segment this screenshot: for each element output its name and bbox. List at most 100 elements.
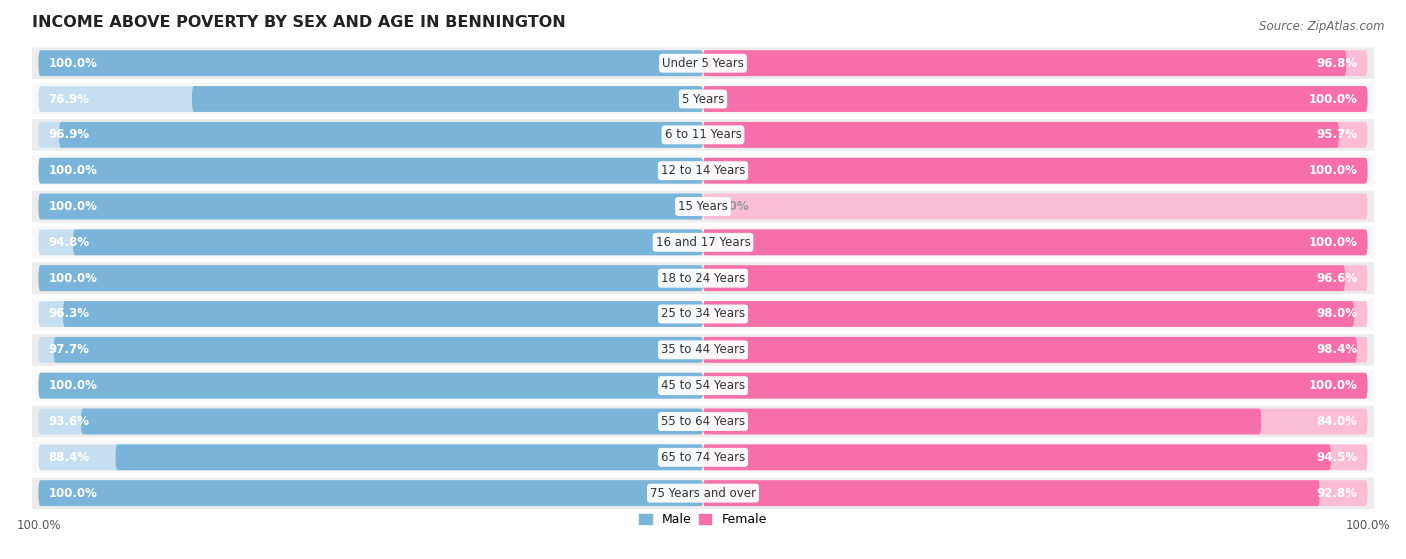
FancyBboxPatch shape — [38, 193, 703, 220]
FancyBboxPatch shape — [703, 122, 1339, 148]
FancyBboxPatch shape — [25, 442, 1381, 473]
FancyBboxPatch shape — [703, 266, 1346, 291]
Text: 94.8%: 94.8% — [48, 236, 90, 249]
FancyBboxPatch shape — [63, 301, 703, 327]
Text: 18 to 24 Years: 18 to 24 Years — [661, 272, 745, 285]
FancyBboxPatch shape — [73, 229, 703, 255]
Text: 95.7%: 95.7% — [1316, 129, 1358, 141]
Text: 100.0%: 100.0% — [1309, 93, 1358, 106]
Text: 6 to 11 Years: 6 to 11 Years — [665, 129, 741, 141]
FancyBboxPatch shape — [115, 444, 703, 470]
FancyBboxPatch shape — [38, 158, 703, 183]
FancyBboxPatch shape — [38, 373, 703, 399]
Text: 100.0%: 100.0% — [48, 56, 97, 70]
Text: 100.0%: 100.0% — [48, 164, 97, 177]
FancyBboxPatch shape — [703, 444, 1368, 470]
FancyBboxPatch shape — [38, 444, 703, 470]
FancyBboxPatch shape — [38, 50, 703, 76]
Text: 100.0%: 100.0% — [1309, 164, 1358, 177]
FancyBboxPatch shape — [38, 480, 703, 506]
Text: 96.9%: 96.9% — [48, 129, 90, 141]
FancyBboxPatch shape — [703, 373, 1368, 399]
Text: 100.0%: 100.0% — [17, 519, 60, 532]
FancyBboxPatch shape — [703, 480, 1320, 506]
Text: 65 to 74 Years: 65 to 74 Years — [661, 451, 745, 464]
Text: Under 5 Years: Under 5 Years — [662, 56, 744, 70]
Text: 96.3%: 96.3% — [48, 307, 90, 320]
FancyBboxPatch shape — [38, 50, 703, 76]
FancyBboxPatch shape — [25, 477, 1381, 509]
FancyBboxPatch shape — [38, 266, 703, 291]
FancyBboxPatch shape — [703, 373, 1368, 399]
FancyBboxPatch shape — [53, 337, 703, 363]
Text: 15 Years: 15 Years — [678, 200, 728, 213]
FancyBboxPatch shape — [703, 86, 1368, 112]
FancyBboxPatch shape — [38, 229, 703, 255]
Text: 100.0%: 100.0% — [48, 487, 97, 500]
FancyBboxPatch shape — [82, 409, 703, 434]
FancyBboxPatch shape — [25, 119, 1381, 150]
FancyBboxPatch shape — [25, 370, 1381, 401]
FancyBboxPatch shape — [38, 266, 703, 291]
FancyBboxPatch shape — [38, 86, 703, 112]
Text: 100.0%: 100.0% — [1346, 519, 1389, 532]
FancyBboxPatch shape — [703, 50, 1368, 76]
FancyBboxPatch shape — [703, 229, 1368, 255]
Text: 55 to 64 Years: 55 to 64 Years — [661, 415, 745, 428]
Text: 98.4%: 98.4% — [1316, 343, 1358, 356]
FancyBboxPatch shape — [703, 86, 1368, 112]
Text: 96.8%: 96.8% — [1316, 56, 1358, 70]
FancyBboxPatch shape — [703, 337, 1357, 363]
FancyBboxPatch shape — [38, 373, 703, 399]
Text: 75 Years and over: 75 Years and over — [650, 487, 756, 500]
Text: 100.0%: 100.0% — [48, 272, 97, 285]
Text: 12 to 14 Years: 12 to 14 Years — [661, 164, 745, 177]
FancyBboxPatch shape — [703, 50, 1346, 76]
FancyBboxPatch shape — [703, 193, 1368, 220]
Text: 92.8%: 92.8% — [1316, 487, 1358, 500]
FancyBboxPatch shape — [25, 155, 1381, 187]
FancyBboxPatch shape — [25, 48, 1381, 79]
FancyBboxPatch shape — [25, 83, 1381, 115]
FancyBboxPatch shape — [59, 122, 703, 148]
Text: 100.0%: 100.0% — [1309, 236, 1358, 249]
FancyBboxPatch shape — [703, 444, 1331, 470]
FancyBboxPatch shape — [25, 406, 1381, 437]
Text: 100.0%: 100.0% — [48, 200, 97, 213]
Text: 94.5%: 94.5% — [1316, 451, 1358, 464]
FancyBboxPatch shape — [38, 409, 703, 434]
Text: 35 to 44 Years: 35 to 44 Years — [661, 343, 745, 356]
FancyBboxPatch shape — [38, 122, 703, 148]
Legend: Male, Female: Male, Female — [634, 508, 772, 531]
Text: 100.0%: 100.0% — [48, 379, 97, 392]
FancyBboxPatch shape — [25, 299, 1381, 330]
FancyBboxPatch shape — [703, 337, 1368, 363]
FancyBboxPatch shape — [703, 158, 1368, 183]
FancyBboxPatch shape — [703, 158, 1368, 183]
FancyBboxPatch shape — [703, 409, 1368, 434]
FancyBboxPatch shape — [25, 191, 1381, 222]
FancyBboxPatch shape — [25, 226, 1381, 258]
FancyBboxPatch shape — [703, 301, 1368, 327]
Text: 45 to 54 Years: 45 to 54 Years — [661, 379, 745, 392]
Text: 98.0%: 98.0% — [1316, 307, 1358, 320]
FancyBboxPatch shape — [38, 337, 703, 363]
FancyBboxPatch shape — [703, 229, 1368, 255]
Text: 25 to 34 Years: 25 to 34 Years — [661, 307, 745, 320]
FancyBboxPatch shape — [38, 158, 703, 183]
FancyBboxPatch shape — [703, 301, 1354, 327]
Text: 16 and 17 Years: 16 and 17 Years — [655, 236, 751, 249]
Text: 76.9%: 76.9% — [48, 93, 90, 106]
Text: 97.7%: 97.7% — [48, 343, 90, 356]
Text: 96.6%: 96.6% — [1316, 272, 1358, 285]
Text: 5 Years: 5 Years — [682, 93, 724, 106]
FancyBboxPatch shape — [25, 334, 1381, 366]
Text: 93.6%: 93.6% — [48, 415, 90, 428]
FancyBboxPatch shape — [38, 301, 703, 327]
Text: Source: ZipAtlas.com: Source: ZipAtlas.com — [1260, 20, 1385, 32]
Text: INCOME ABOVE POVERTY BY SEX AND AGE IN BENNINGTON: INCOME ABOVE POVERTY BY SEX AND AGE IN B… — [32, 15, 565, 30]
FancyBboxPatch shape — [703, 409, 1261, 434]
FancyBboxPatch shape — [703, 480, 1368, 506]
FancyBboxPatch shape — [193, 86, 703, 112]
FancyBboxPatch shape — [703, 266, 1368, 291]
